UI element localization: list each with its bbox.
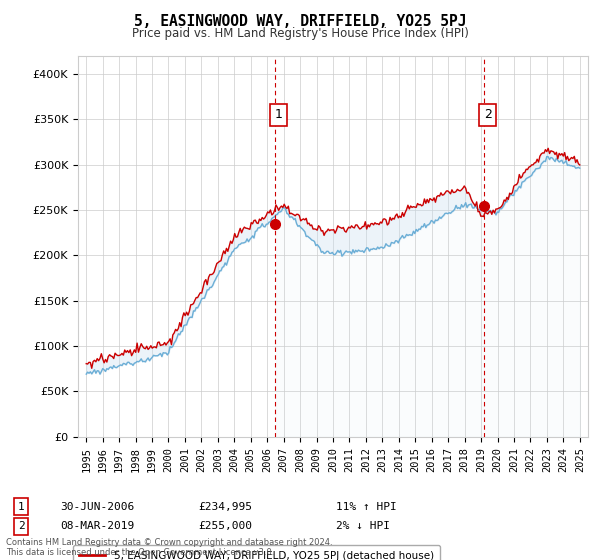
Text: 1: 1: [17, 502, 25, 512]
Text: 2% ↓ HPI: 2% ↓ HPI: [336, 521, 390, 531]
Text: Price paid vs. HM Land Registry's House Price Index (HPI): Price paid vs. HM Land Registry's House …: [131, 27, 469, 40]
Text: 08-MAR-2019: 08-MAR-2019: [60, 521, 134, 531]
Text: 5, EASINGWOOD WAY, DRIFFIELD, YO25 5PJ: 5, EASINGWOOD WAY, DRIFFIELD, YO25 5PJ: [134, 14, 466, 29]
Text: 2: 2: [17, 521, 25, 531]
Text: 30-JUN-2006: 30-JUN-2006: [60, 502, 134, 512]
Text: Contains HM Land Registry data © Crown copyright and database right 2024.
This d: Contains HM Land Registry data © Crown c…: [6, 538, 332, 557]
Legend: 5, EASINGWOOD WAY, DRIFFIELD, YO25 5PJ (detached house), HPI: Average price, det: 5, EASINGWOOD WAY, DRIFFIELD, YO25 5PJ (…: [73, 545, 440, 560]
Text: 2: 2: [484, 109, 491, 122]
Text: 11% ↑ HPI: 11% ↑ HPI: [336, 502, 397, 512]
Text: £255,000: £255,000: [198, 521, 252, 531]
Text: 1: 1: [275, 109, 283, 122]
Text: £234,995: £234,995: [198, 502, 252, 512]
